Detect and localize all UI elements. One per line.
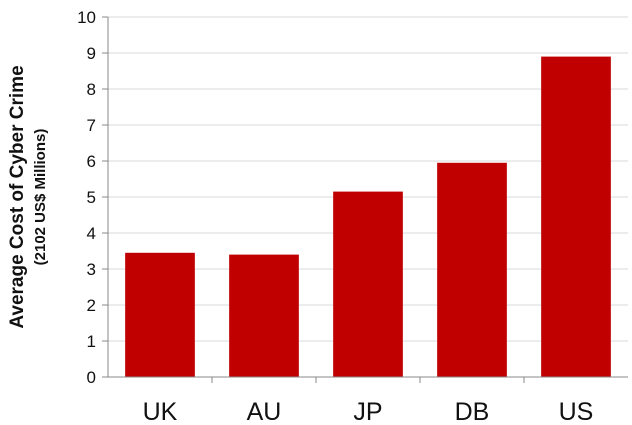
bar-db bbox=[437, 162, 507, 377]
x-category-label: UK bbox=[143, 398, 178, 425]
y-tick-label: 9 bbox=[87, 44, 96, 63]
bar-uk bbox=[125, 252, 195, 377]
y-axis-title: Average Cost of Cyber Crime bbox=[7, 65, 28, 328]
y-tick-label: 0 bbox=[87, 368, 96, 387]
x-category-label: US bbox=[559, 398, 594, 425]
x-category-label: DB bbox=[455, 398, 490, 425]
bar-au bbox=[229, 254, 299, 377]
y-tick-label: 8 bbox=[87, 80, 96, 99]
x-axis-categories: UK AU JP DB US bbox=[143, 377, 594, 425]
y-tick-label: 1 bbox=[87, 332, 96, 351]
y-tick-label: 7 bbox=[87, 116, 96, 135]
y-tick-label: 3 bbox=[87, 260, 96, 279]
x-category-label: JP bbox=[353, 398, 382, 425]
y-tick-label: 5 bbox=[87, 188, 96, 207]
y-axis-subtitle: (2102 US$ Millions) bbox=[32, 129, 49, 266]
y-tick-label: 6 bbox=[87, 152, 96, 171]
y-tick-label: 2 bbox=[87, 296, 96, 315]
bar-us bbox=[541, 56, 611, 377]
bar-jp bbox=[333, 191, 403, 377]
x-category-label: AU bbox=[247, 398, 282, 425]
y-axis-ticks: 0 1 2 3 4 5 6 7 8 9 10 bbox=[77, 8, 108, 387]
y-tick-label: 10 bbox=[77, 8, 96, 27]
y-tick-label: 4 bbox=[87, 224, 96, 243]
bars bbox=[125, 56, 611, 377]
